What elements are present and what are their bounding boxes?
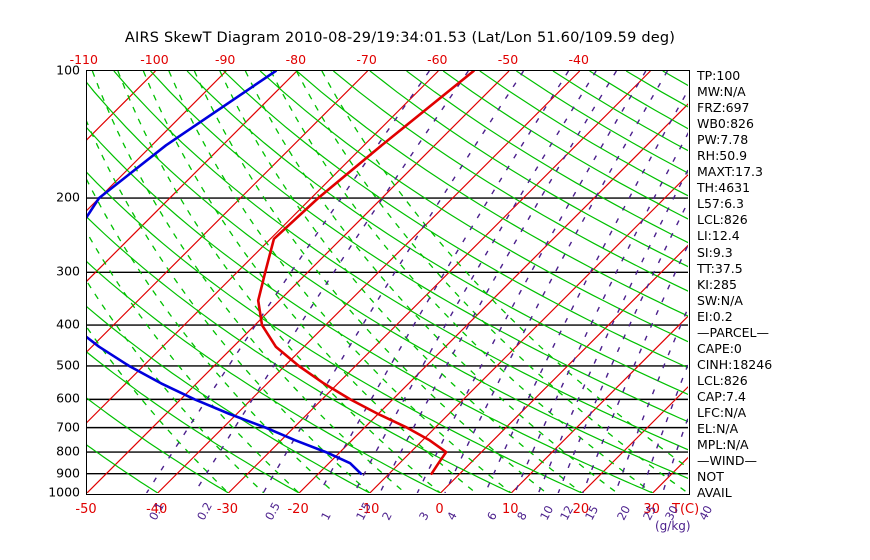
plot-area	[86, 70, 690, 495]
top-temp-tick--60: -60	[427, 52, 448, 67]
sounding-index-12: TT:37.5	[697, 260, 743, 276]
sounding-index-4: PW:7.78	[697, 132, 749, 148]
bottom-temp-tick--10: -10	[358, 502, 380, 517]
dew-point-temp-curve	[87, 71, 363, 475]
top-temp-tick--100: -100	[140, 52, 169, 67]
sounding-index-23: MPL:N/A	[697, 437, 749, 453]
bottom-temp-tick--20: -20	[287, 502, 309, 517]
ambient-air-temp-curve	[256, 71, 475, 475]
sounding-index-21: LFC:N/A	[697, 404, 747, 420]
top-temp-tick--110: -110	[69, 52, 98, 67]
mixing-ratio-tick-0_2: 0.2	[193, 499, 215, 523]
sounding-index-6: MAXT:17.3	[697, 164, 763, 180]
sounding-index-7: TH:4631	[697, 180, 751, 196]
pressure-tick-900: 900	[56, 465, 80, 481]
page-title: AIRS SkewT Diagram 2010-08-29/19:34:01.5…	[124, 30, 676, 46]
mixing-ratio-tick-1: 1	[318, 509, 335, 523]
temperature-axis-unit-label: T(C)	[672, 502, 700, 517]
pressure-tick-700: 700	[56, 419, 80, 435]
pressure-tick-600: 600	[56, 390, 80, 406]
sounding-index-14: SW:N/A	[697, 292, 743, 308]
sounding-index-5: RH:50.9	[697, 148, 748, 164]
mixing-ratio-tick-4: 4	[443, 509, 460, 523]
bottom-temp-tick-20: 20	[572, 502, 590, 517]
sounding-index-9: LCL:826	[697, 212, 748, 228]
sounding-index-18: CINH:18246	[697, 356, 773, 372]
mixing-ratio-tick-6: 6	[484, 509, 500, 523]
sounding-index-16: —PARCEL—	[697, 324, 769, 340]
sounding-index-2: FRZ:697	[697, 100, 750, 116]
top-temp-tick--40: -40	[568, 52, 589, 67]
sounding-index-0: TP:100	[697, 68, 741, 83]
sounding-index-24: —WIND—	[697, 453, 758, 469]
pressure-tick-200: 200	[56, 189, 80, 205]
pressure-tick-400: 400	[56, 316, 80, 332]
mixing-ratio-tick-20: 20	[614, 503, 634, 523]
pressure-tick-800: 800	[56, 443, 80, 459]
bottom-temp-tick--50: -50	[75, 502, 97, 517]
pressure-tick-500: 500	[56, 357, 80, 373]
sounding-indices-panel: TP:100 MW:N/A FRZ:697 WB0:826 PW:7.78 RH:50.9…	[697, 68, 817, 501]
bottom-temp-tick--40: -40	[146, 502, 168, 517]
mixing-ratio-tick-0_5: 0.5	[262, 499, 284, 523]
top-temp-tick--80: -80	[285, 52, 307, 67]
top-temp-tick--90: -90	[214, 52, 236, 67]
mixing-ratio-tick-2: 2	[378, 509, 395, 523]
skewt-grid-and-curves	[87, 71, 688, 493]
sounding-index-20: CAP:7.4	[697, 388, 746, 404]
bottom-temp-tick-10: 10	[501, 502, 519, 517]
top-temp-tick--70: -70	[356, 52, 377, 67]
sounding-index-15: EI:0.2	[697, 308, 733, 324]
sounding-index-17: CAPE:0	[697, 340, 742, 356]
pressure-tick-1000: 1000	[48, 484, 80, 500]
mixing-ratio-tick-10: 10	[537, 503, 557, 523]
sounding-index-8: L57:6.3	[697, 196, 744, 212]
sounding-index-25: NOT	[697, 469, 724, 485]
sounding-index-1: MW:N/A	[697, 84, 746, 100]
sounding-index-3: WB0:826	[697, 116, 754, 132]
sounding-index-22: EL:N/A	[697, 421, 739, 437]
bottom-temp-tick--30: -30	[216, 502, 239, 517]
sounding-index-19: LCL:826	[697, 372, 748, 388]
sounding-index-26: AVAIL	[697, 485, 732, 501]
bottom-temp-tick-30: 30	[643, 502, 660, 517]
sounding-index-13: KI:285	[697, 276, 737, 292]
mixing-ratio-tick-3: 3	[416, 509, 433, 523]
sounding-index-10: LI:12.4	[697, 228, 740, 244]
mixing-ratio-tick-8: 8	[513, 509, 530, 523]
pressure-tick-300: 300	[56, 263, 80, 279]
sounding-index-11: SI:9.3	[697, 244, 733, 260]
pressure-tick-100: 100	[56, 62, 80, 78]
bottom-temp-tick-0: 0	[435, 502, 444, 517]
mixing-ratio-unit-label: (g/kg)	[655, 519, 691, 533]
top-temp-tick--50: -50	[497, 52, 519, 67]
